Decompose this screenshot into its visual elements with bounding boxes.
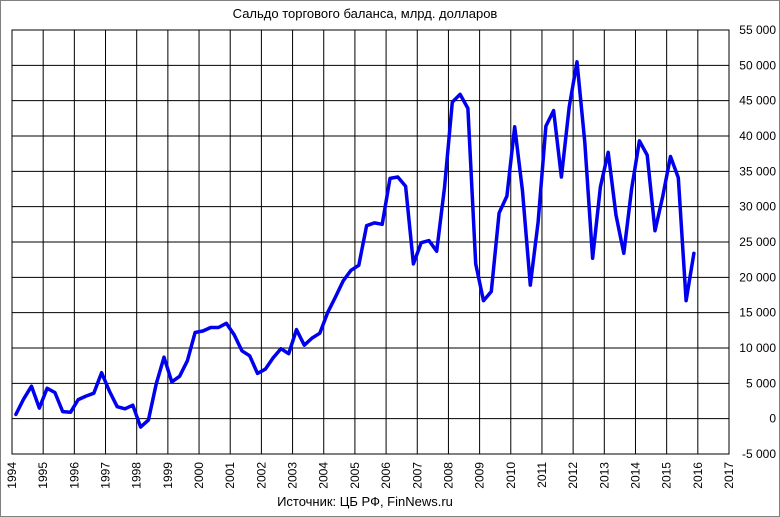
x-tick-label: 1999: [161, 462, 175, 489]
y-tick-label: 15 000: [739, 306, 776, 320]
y-tick-label: 35 000: [739, 164, 776, 178]
x-tick-label: 1995: [36, 462, 50, 489]
x-tick-label: 2017: [722, 462, 736, 489]
x-tick-label: 2011: [535, 462, 549, 488]
y-tick-label: -5 000: [742, 447, 776, 461]
x-tick-label: 2006: [379, 462, 393, 489]
x-tick-label: 2013: [597, 462, 611, 489]
x-tick-label: 2012: [566, 462, 580, 489]
x-tick-label: 2015: [660, 462, 674, 489]
y-tick-label: 50 000: [739, 58, 776, 72]
y-tick-label: 25 000: [739, 235, 776, 249]
x-tick-label: 2014: [628, 462, 642, 489]
x-tick-label: 1996: [67, 462, 81, 489]
y-tick-label: 30 000: [739, 200, 776, 214]
y-tick-label: 20 000: [739, 270, 776, 284]
x-tick-label: 2016: [691, 462, 705, 489]
x-tick-label: 2004: [317, 462, 331, 489]
x-tick-label: 2001: [223, 462, 237, 489]
x-tick-label: 1994: [5, 462, 19, 489]
y-tick-label: 55 000: [739, 23, 776, 37]
gridlines: [11, 29, 730, 455]
x-tick-label: 2008: [441, 462, 455, 489]
x-axis-tick-labels: 1994 1995 1996 1997 1998 1999 2000 2001 2002 2003…: [5, 462, 736, 489]
chart-title: Сальдо торгового баланса, млрд. долларов: [232, 6, 498, 21]
y-tick-label: 5 000: [746, 376, 776, 390]
x-tick-label: 1997: [99, 462, 113, 489]
y-tick-label: 45 000: [739, 94, 776, 108]
x-tick-label: 2005: [348, 462, 362, 489]
y-tick-label: 10 000: [739, 341, 776, 355]
y-tick-label: 0: [769, 412, 776, 426]
x-tick-label: 2000: [192, 462, 206, 489]
chart-source: Источник: ЦБ РФ, FinNews.ru: [277, 494, 453, 509]
x-tick-label: 2009: [473, 462, 487, 489]
y-axis-tick-labels: -5 000 0 5 000 10 000 15 000 20 000 25 000 30 0…: [739, 23, 776, 461]
x-tick-label: 2010: [504, 462, 518, 489]
x-tick-label: 2003: [286, 462, 300, 489]
series-line: [14, 60, 696, 429]
x-tick-label: 1998: [130, 462, 144, 489]
series-group: [14, 60, 696, 429]
x-tick-label: 2007: [410, 462, 424, 489]
y-tick-label: 40 000: [739, 129, 776, 143]
x-tick-label: 2002: [254, 462, 268, 489]
